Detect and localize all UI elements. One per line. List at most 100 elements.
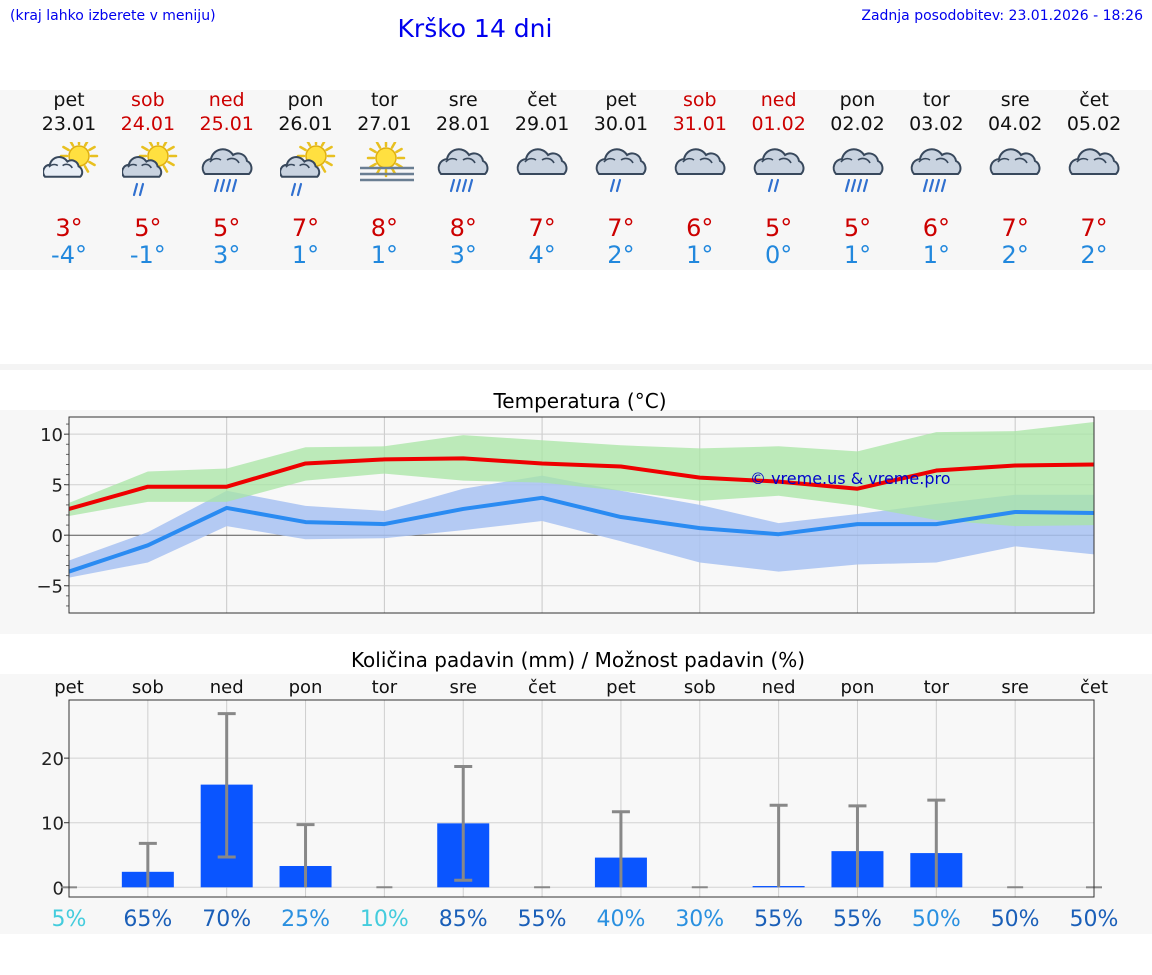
plot-frame	[68, 416, 1095, 614]
forecast-day: pet 23.01 3° -4°	[29, 90, 109, 270]
day-max-temp: 5°	[843, 214, 872, 242]
day-date: 31.01	[672, 113, 727, 135]
forecast-day: sre 28.01 8° 3°	[423, 90, 503, 270]
day-weekday: tor	[922, 89, 950, 111]
day-min-temp: 3°	[449, 241, 477, 269]
last-update-text: Zadnja posodobitev: 23.01.2026 - 18:26	[861, 8, 1143, 24]
temperature-chart: Temperatura (°C) −5 0 5 10 © vreme.us & vreme…	[36, 389, 1095, 614]
x-tick-label: pon	[289, 677, 323, 698]
min-temp-line	[68, 495, 1095, 574]
day-min-temp: 1°	[370, 241, 399, 269]
precip-probability-label: 55%	[518, 907, 567, 932]
day-max-temp: 5°	[765, 214, 793, 242]
x-tick-label: čet	[1080, 677, 1108, 698]
forecast-day: tor 27.01 8° 1°	[344, 90, 424, 270]
day-min-temp: 2°	[1001, 241, 1029, 269]
day-max-temp: 3°	[55, 214, 83, 242]
precip-probability-label: 65%	[123, 907, 172, 932]
day-max-temp: 7°	[291, 214, 320, 242]
day-weekday: sre	[448, 89, 478, 111]
max-temp-line	[68, 456, 1095, 511]
day-weekday: pon	[839, 89, 876, 111]
precip-probability-label: 30%	[675, 907, 724, 932]
precip-probability-label: 5%	[52, 907, 87, 932]
day-min-temp: 1°	[291, 241, 320, 269]
day-date: 05.02	[1066, 113, 1122, 135]
x-tick-label: sre	[449, 677, 476, 698]
x-tick-label: pon	[841, 677, 875, 698]
day-weekday: sob	[683, 89, 717, 111]
cloudy-icon	[674, 148, 726, 175]
precip-probability-label: 70%	[202, 907, 251, 932]
cloud-light-rain-icon	[753, 148, 805, 193]
precip-probability-label: 40%	[596, 907, 645, 932]
x-tick-label: ned	[762, 677, 796, 698]
forecast-panel	[0, 90, 1152, 270]
day-max-temp: 6°	[922, 214, 950, 242]
day-weekday: sob	[131, 89, 165, 111]
day-min-temp: 1°	[922, 241, 950, 269]
cloudy-icon	[516, 148, 568, 175]
y-tick-label: 20	[41, 749, 64, 770]
day-date: 01.02	[751, 113, 806, 135]
day-weekday: tor	[370, 89, 398, 111]
cloud-rain-icon	[437, 148, 489, 193]
day-date: 27.01	[357, 113, 412, 135]
x-tick-label: čet	[528, 677, 556, 698]
cloud-rain-icon	[201, 148, 253, 193]
day-date: 02.02	[830, 113, 885, 135]
x-tick-label: pet	[606, 677, 636, 698]
x-tick-label: pet	[54, 677, 84, 698]
day-min-temp: 1°	[686, 241, 714, 269]
day-date: 25.01	[199, 113, 254, 135]
day-weekday: sre	[1000, 89, 1030, 111]
day-weekday: čet	[1079, 89, 1109, 111]
y-tick-label: 0	[53, 878, 64, 899]
forecast-day: sre 04.02 7° 2°	[975, 90, 1055, 270]
y-tick-label: 0	[52, 526, 63, 547]
sun-fog-icon	[360, 142, 415, 182]
x-tick-label: sob	[684, 677, 716, 698]
location-menu-hint[interactable]: (kraj lahko izberete v meniju)	[10, 8, 216, 24]
min-range-band	[69, 475, 1094, 578]
day-min-temp: 3°	[213, 241, 241, 269]
precip-probability-label: 10%	[360, 907, 409, 932]
day-date: 29.01	[514, 113, 570, 135]
day-min-temp: 4°	[528, 241, 556, 269]
x-tick-label: sre	[1001, 677, 1028, 698]
day-max-temp: 5°	[213, 214, 241, 242]
y-tick-label: 10	[40, 425, 63, 446]
forecast-day: sob 31.01 6° 1°	[660, 90, 740, 270]
day-max-temp: 7°	[1080, 214, 1108, 242]
y-tick-label: 5	[52, 476, 63, 497]
sun-cloud-light-rain-icon	[279, 142, 335, 197]
cloud-light-rain-icon	[595, 148, 647, 193]
day-date: 24.01	[120, 113, 176, 135]
forecast-day: čet 29.01 7° 4°	[502, 90, 582, 270]
partly-sunny-cloud-icon	[43, 142, 99, 178]
day-max-temp: 8°	[449, 214, 477, 242]
day-date: 30.01	[593, 113, 649, 135]
x-tick-label: tor	[924, 677, 950, 698]
forecast-day: čet 05.02 7° 2°	[1054, 90, 1134, 270]
precip-probability-label: 25%	[281, 907, 330, 932]
precip-probability-label: 85%	[439, 907, 488, 932]
precipitation-chart-title: Količina padavin (mm) / Možnost padavin …	[351, 648, 805, 672]
forecast-day: sob 24.01 5° -1°	[108, 90, 188, 270]
x-tick-label: sob	[132, 677, 164, 698]
day-weekday: ned	[760, 89, 797, 111]
y-tick-label: 10	[41, 814, 64, 835]
forecast-day: pon 02.02 5° 1°	[818, 90, 898, 270]
forecast-day: ned 25.01 5° 3°	[187, 90, 267, 270]
precip-probability-label: 50%	[991, 907, 1040, 932]
day-max-temp: 5°	[134, 214, 162, 242]
forecast-day: pet 30.01 7° 2°	[581, 90, 661, 270]
precipitation-chart: Količina padavin (mm) / Možnost padavin …	[41, 648, 1118, 932]
day-max-temp: 7°	[1001, 214, 1029, 242]
day-weekday: pon	[287, 89, 324, 111]
divider	[0, 364, 1152, 370]
day-min-temp: -4°	[51, 241, 87, 269]
cloud-rain-icon	[911, 148, 962, 193]
precip-probability-label: 55%	[833, 907, 882, 932]
day-date: 23.01	[41, 113, 97, 135]
